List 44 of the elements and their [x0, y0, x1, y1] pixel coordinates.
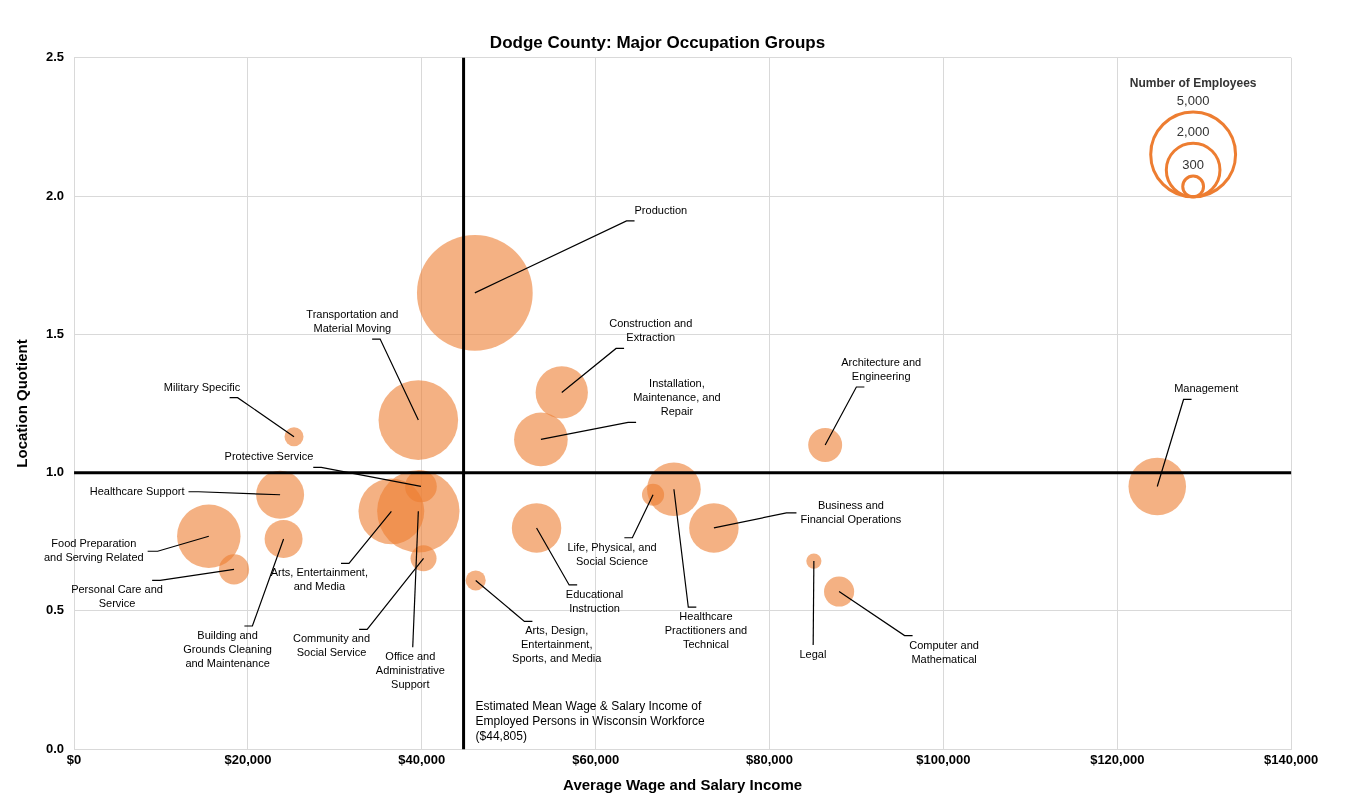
- annotation: Business and Financial Operations: [800, 498, 902, 525]
- annotation: Computer and Mathematical: [909, 638, 979, 665]
- annotation: Community and Social Service: [293, 632, 371, 659]
- annotation: Installation, Maintenance, and Repair: [633, 377, 721, 418]
- x-tick-label: $140,000: [1264, 751, 1319, 767]
- legend-label: 5,000: [1176, 93, 1210, 109]
- legend-title: Number of Employees: [1129, 76, 1257, 91]
- legend-label: 300: [1182, 157, 1204, 173]
- annotation: Architecture and Engineering: [841, 356, 922, 383]
- annotation: Transportation and Material Moving: [306, 308, 399, 335]
- chart-title: Dodge County: Major Occupation Groups: [489, 33, 826, 53]
- annotation: Arts, Design, Entertainment, Sports, and Media: [512, 624, 603, 665]
- y-tick-label: 2.0: [45, 187, 65, 203]
- annotation: Building and Grounds Cleaning and Maintenance: [183, 629, 272, 670]
- x-tick-label: $120,000: [1090, 751, 1145, 767]
- annotation: Legal: [799, 648, 827, 661]
- annotation: Office and Administrative Support: [375, 650, 445, 691]
- x-tick-label: $60,000: [572, 751, 620, 767]
- y-axis-title: Location Quotient: [13, 339, 31, 468]
- annotation: Personal Care and Service: [71, 583, 163, 610]
- ref-line-label: Estimated Mean Wage & Salary Income of Employed Persons in Wisconsin Workforce ($44,805): [475, 699, 706, 744]
- x-tick-label: $40,000: [398, 751, 446, 767]
- x-tick-label: $20,000: [224, 751, 272, 767]
- x-tick-label: $100,000: [916, 751, 971, 767]
- annotation: Management: [1174, 382, 1239, 395]
- y-tick-label: 2.5: [45, 49, 65, 65]
- annotation: Healthcare Practitioners and Technical: [664, 610, 748, 651]
- annotation: Production: [634, 203, 688, 216]
- annotation: Arts, Entertainment, and Media: [270, 566, 368, 593]
- annotation: Healthcare Support: [89, 484, 185, 497]
- y-tick-label: 0.5: [45, 602, 65, 618]
- annotation: Construction and Extraction: [609, 317, 693, 344]
- y-tick-label: 1.5: [45, 325, 65, 341]
- annotation: Life, Physical, and Social Science: [567, 540, 657, 567]
- x-axis-title: Average Wage and Salary Income: [563, 775, 803, 793]
- annotation: Food Preparation and Serving Related: [43, 537, 144, 564]
- annotation: Protective Service: [224, 450, 314, 463]
- x-tick-label: $0: [66, 751, 82, 767]
- x-tick-label: $80,000: [746, 751, 794, 767]
- annotation: Educational Instruction: [565, 587, 624, 614]
- legend-label: 2,000: [1176, 124, 1210, 140]
- y-tick-label: 0.0: [45, 740, 65, 756]
- annotation: Military Specific: [163, 380, 241, 393]
- y-tick-label: 1.0: [45, 464, 65, 480]
